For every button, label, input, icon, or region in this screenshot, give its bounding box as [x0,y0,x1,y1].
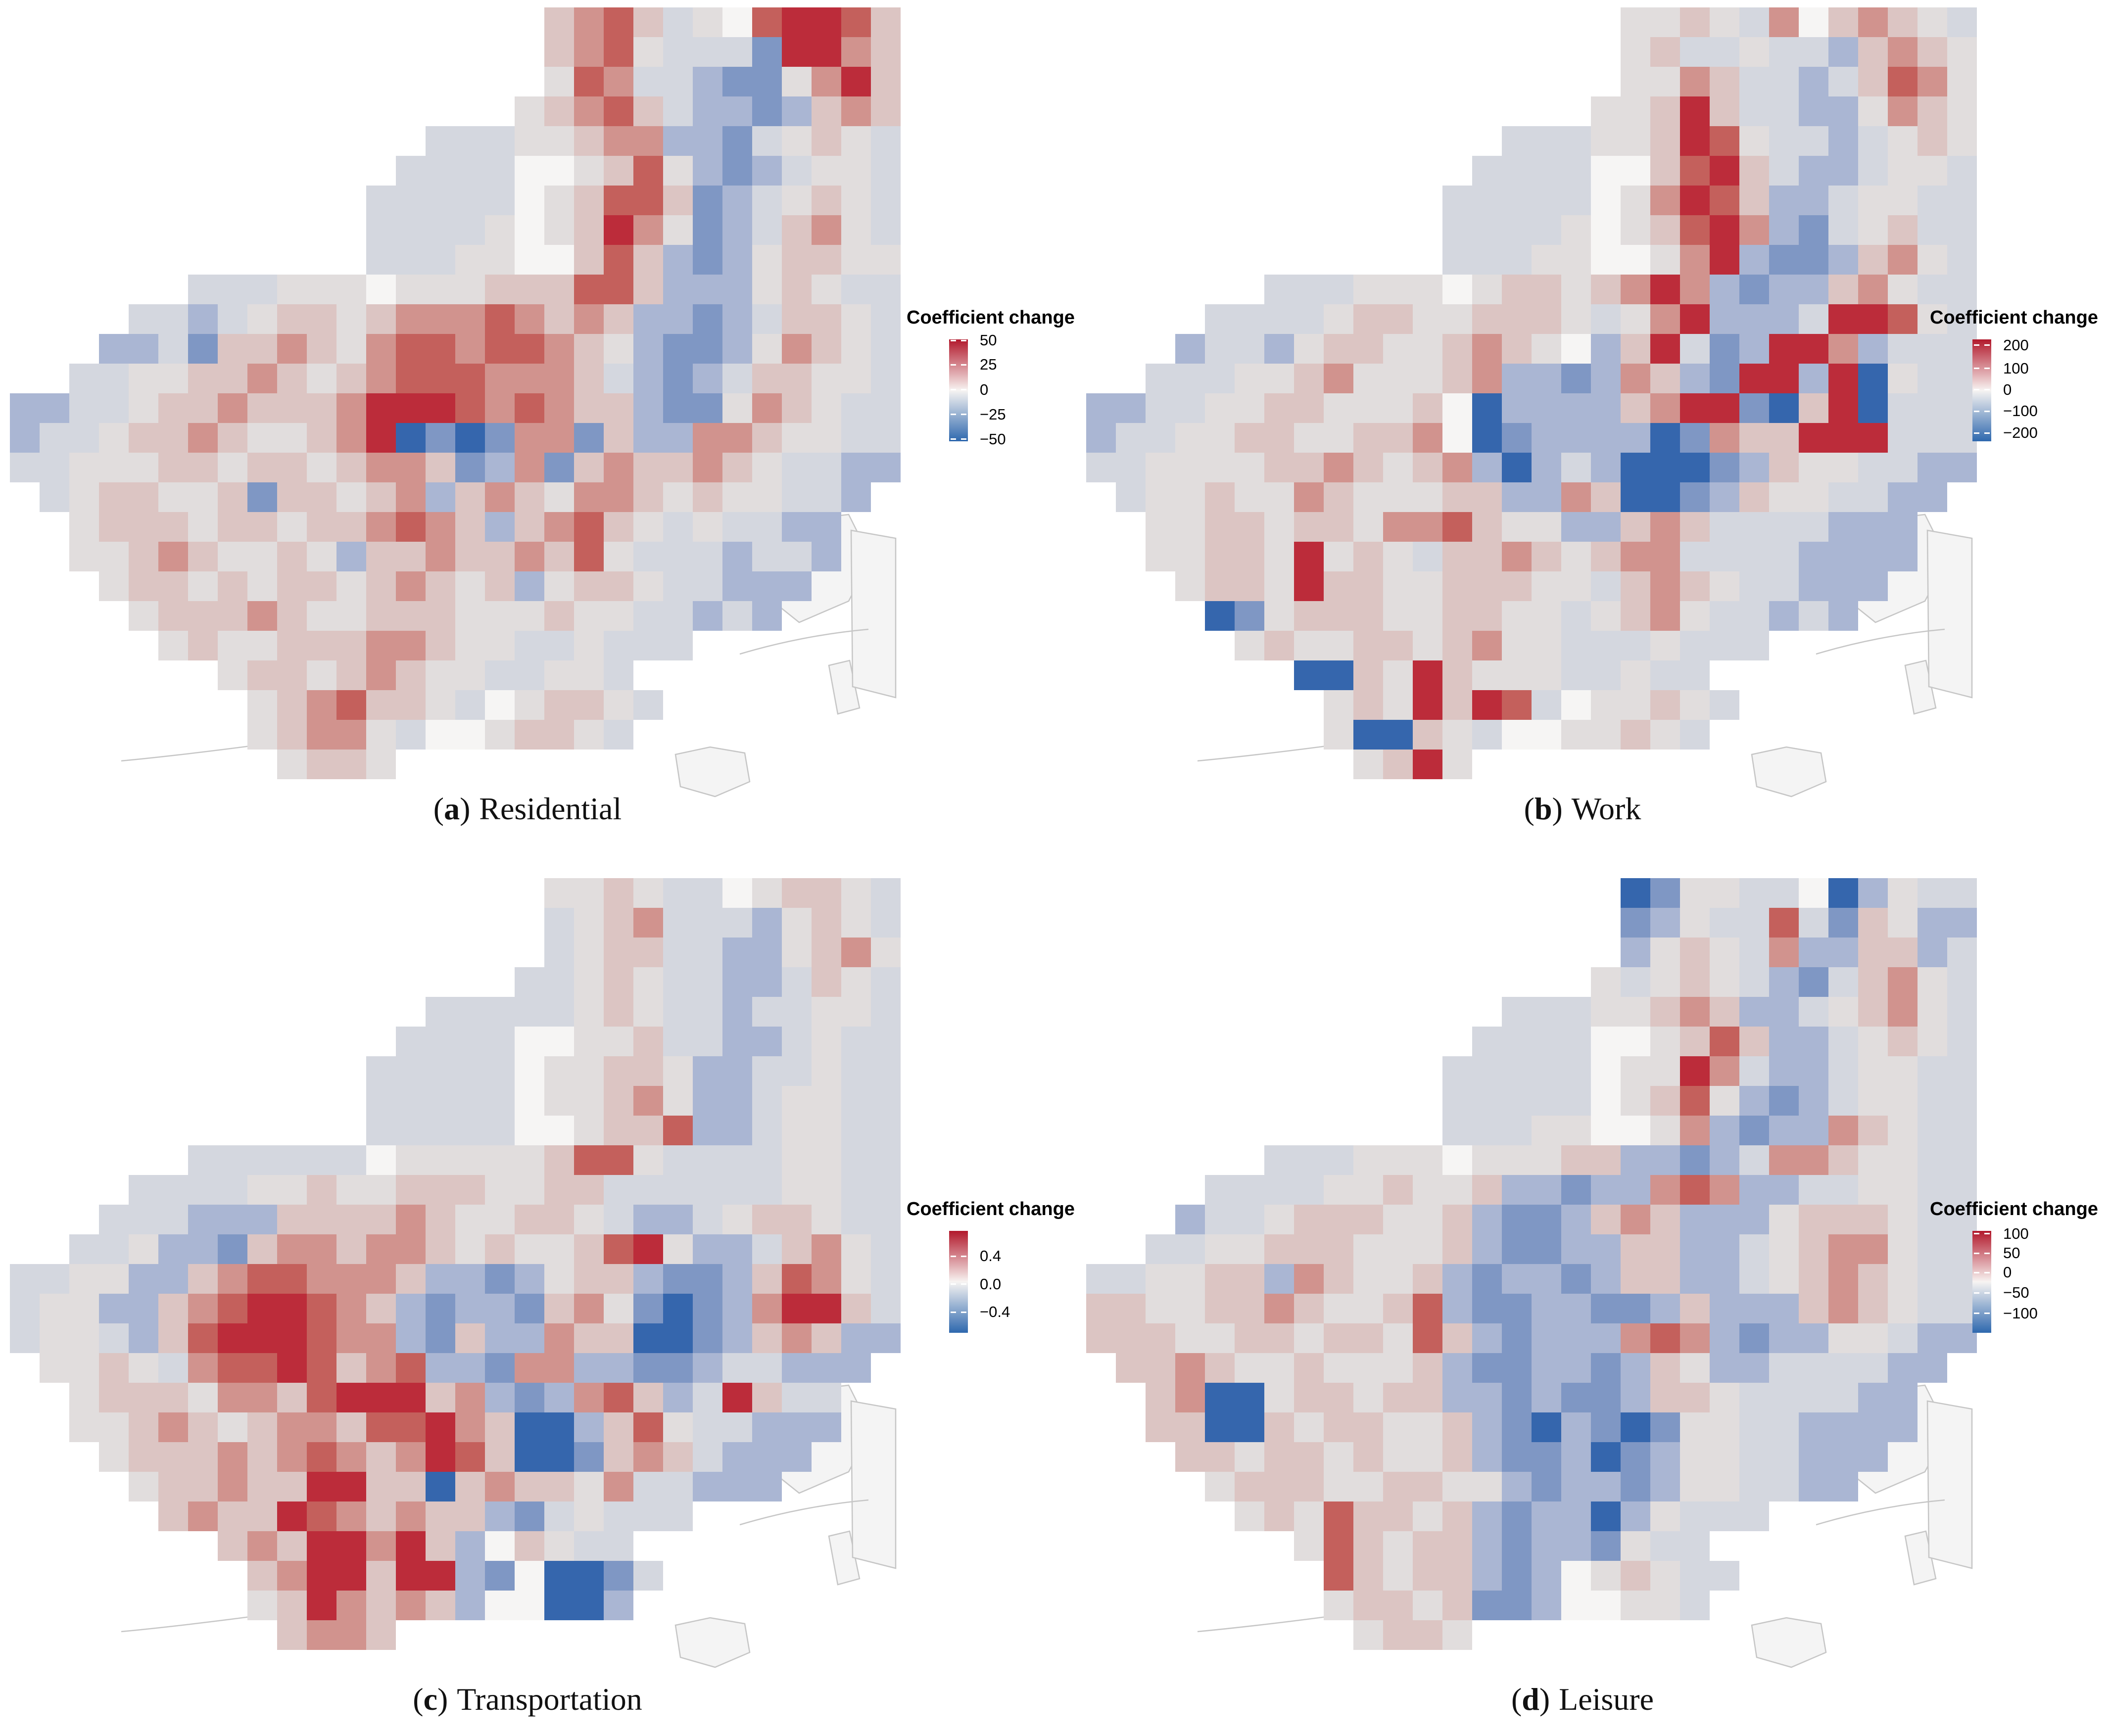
panel-work [1084,5,1979,811]
colorbar-tick-mark [951,364,956,366]
colorbar-tick-label: 0 [2003,380,2012,398]
colorbar-tick-label: −0.4 [980,1303,1010,1321]
colorbar-tick-label: −100 [2003,1304,2038,1322]
heatmap-grid [1086,7,1977,779]
caption-paren: ) [1552,791,1563,826]
colorbar-tick-mark [1984,1252,1990,1254]
colorbar-tick-mark [1984,432,1990,434]
panel-residential [7,5,903,811]
caption-paren: ( [1524,791,1535,826]
colorbar-tick-mark [951,1311,956,1313]
caption-work: (b) Work [1055,791,2110,827]
heatmap-grid [1086,878,1977,1650]
colorbar-tick-mark [951,389,956,391]
caption-letter: c [423,1682,437,1717]
colorbar [949,339,968,441]
panel-transportation [7,876,903,1682]
colorbar-tick-mark [1974,432,1979,434]
colorbar-tick-mark [1984,1292,1990,1294]
colorbar-tick-mark [951,1283,956,1285]
colorbar-tick-labels: 0.4 0.0 −0.4 [980,1231,1089,1333]
caption-letter: d [1522,1682,1539,1717]
caption-text: Leisure [1559,1682,1654,1717]
panel-leisure [1084,876,1979,1682]
colorbar-tick-mark [961,339,966,341]
colorbar-tick-mark [1984,368,1990,369]
legend-title: Coefficient change [907,1199,1075,1220]
colorbar-tick-mark [1984,389,1990,391]
heatmap-grid [10,7,901,779]
colorbar-tick-mark [961,389,966,391]
colorbar-tick-mark [961,1311,966,1313]
colorbar-tick-mark [951,438,956,440]
colorbar-tick-mark [951,1255,956,1257]
caption-paren: ( [1511,1682,1522,1717]
caption-paren: ( [413,1682,424,1717]
colorbar-tick-mark [1984,344,1990,346]
colorbar-tick-mark [1974,344,1979,346]
colorbar-tick-label: 0 [2003,1264,2012,1281]
colorbar-tick-label: 100 [2003,1224,2029,1242]
colorbar-tick-mark [1974,410,1979,412]
colorbar-tick-mark [1974,1313,1979,1314]
colorbar-tick-label: 50 [980,331,997,349]
colorbar-tick-mark [1974,1271,1979,1273]
colorbar-tick-mark [1984,1233,1990,1235]
caption-letter: a [444,791,460,826]
colorbar-tick-label: 25 [980,356,997,374]
colorbar-tick-mark [961,438,966,440]
colorbar-tick-label: −50 [2003,1284,2029,1302]
caption-text: Transportation [457,1682,642,1717]
colorbar-tick-mark [951,339,956,341]
colorbar-tick-labels: 50 25 0 −25 −50 [980,332,1089,447]
colorbar-tick-mark [951,414,956,416]
colorbar-tick-label: −200 [2003,424,2038,442]
caption-text: Work [1571,791,1641,826]
colorbar-tick-mark [1984,1313,1990,1314]
colorbar-tick-label: −50 [980,430,1006,448]
colorbar-tick-mark [1984,1271,1990,1273]
legend-coefficient-change-c: Coefficient change 0.4 0.0 −0.4 [907,1199,1075,1336]
legend-coefficient-change-b: Coefficient change 200 100 0 −100 −200 [1930,307,2098,444]
colorbar-tick-label: 200 [2003,336,2029,354]
colorbar-tick-mark [1974,389,1979,391]
heatmap-grid [10,878,901,1650]
colorbar-tick-mark [1974,368,1979,369]
caption-letter: b [1534,791,1552,826]
colorbar-tick-mark [961,1283,966,1285]
colorbar [1972,339,1991,441]
caption-paren: ( [433,791,444,826]
colorbar-tick-label: 0.4 [980,1247,1002,1265]
colorbar-tick-label: 100 [2003,359,2029,377]
colorbar-tick-mark [1984,410,1990,412]
colorbar [949,1230,968,1333]
caption-paren: ) [437,1682,448,1717]
colorbar-tick-labels: 100 50 0 −50 −100 [2003,1225,2110,1333]
colorbar-tick-mark [1974,1252,1979,1254]
legend-title: Coefficient change [1930,1199,2098,1220]
colorbar-tick-label: 0 [980,380,989,398]
caption-paren: ) [1539,1682,1550,1717]
caption-transportation: (c) Transportation [0,1681,1055,1718]
colorbar [1972,1230,1991,1333]
caption-residential: (a) Residential [0,791,1055,827]
legend-title: Coefficient change [907,307,1075,328]
legend-coefficient-change-d: Coefficient change 100 50 0 −50 −100 [1930,1199,2098,1336]
colorbar-tick-mark [1974,1233,1979,1235]
legend-coefficient-change-a: Coefficient change 50 25 0 −25 −50 [907,307,1075,447]
colorbar-tick-labels: 200 100 0 −100 −200 [2003,336,2110,442]
colorbar-tick-label: 50 [2003,1244,2020,1262]
colorbar-tick-mark [961,364,966,366]
colorbar-tick-label: 0.0 [980,1275,1002,1293]
caption-leisure: (d) Leisure [1055,1681,2110,1718]
colorbar-tick-mark [961,1255,966,1257]
colorbar-tick-label: −100 [2003,402,2038,420]
colorbar-tick-mark [1974,1292,1979,1294]
caption-paren: ) [460,791,471,826]
colorbar-tick-mark [961,414,966,416]
colorbar-tick-label: −25 [980,405,1006,423]
caption-text: Residential [479,791,622,826]
legend-title: Coefficient change [1930,307,2098,328]
